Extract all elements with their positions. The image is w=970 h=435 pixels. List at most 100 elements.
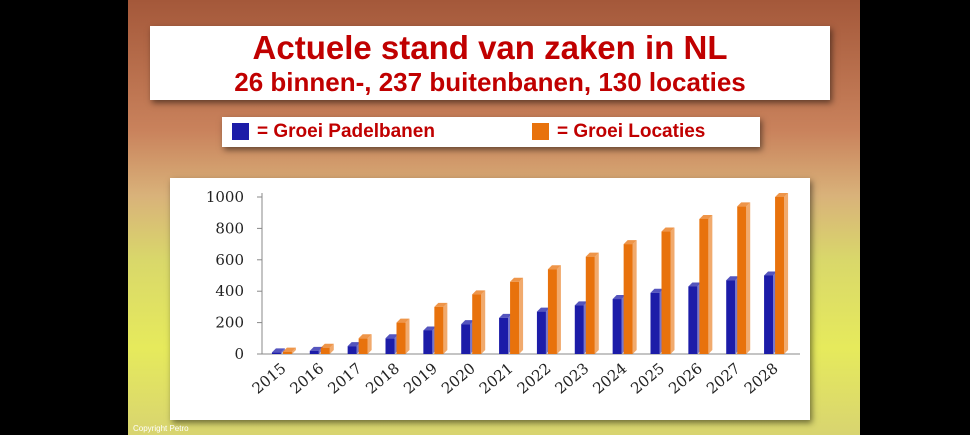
bar-side [670,227,675,354]
bar [423,330,433,354]
bar [320,347,330,354]
bar-top [699,214,713,219]
bar-group [775,193,789,354]
bar-top [737,202,751,207]
bar [472,294,482,354]
x-tick-label: 2020 [438,359,479,397]
bar [434,306,444,354]
bar-side [367,334,372,354]
bar [585,256,595,354]
chart-title: Actuele stand van zaken in NL [252,29,728,66]
legend-swatch [532,123,549,140]
bar-side [784,193,789,354]
bar [461,324,471,354]
y-tick-label: 800 [215,219,244,237]
bar-side [519,277,524,354]
bar [309,350,319,354]
bar [396,322,406,354]
y-tick-label: 0 [234,345,244,363]
bar-top [585,252,599,257]
bar-group [623,240,637,354]
bar [737,206,747,354]
x-tick-label: 2017 [324,359,365,397]
bar [764,275,774,354]
bar-top [396,318,410,323]
bar-group [434,302,448,354]
bar-top [661,227,675,232]
bar-top [385,334,399,339]
bar-side [481,290,486,354]
bar [699,218,709,354]
bar-top [775,193,789,197]
bar-top [434,302,448,307]
bar-top [423,326,437,331]
x-tick-label: 2018 [362,359,403,397]
bar-top [472,290,486,295]
legend: = Groei Padelbanen = Groei Locaties [222,117,760,147]
x-tick-label: 2022 [514,359,555,397]
bar-group [661,227,675,354]
bar-top [347,342,361,347]
bar-top [461,320,475,325]
bar-top [612,295,626,300]
bar-top [271,348,285,353]
bar [574,305,584,354]
legend-label: = Groei Padelbanen [257,121,435,142]
title-box: Actuele stand van zaken in NL 26 binnen-… [150,26,830,100]
bar [358,338,368,354]
bar-top [358,334,372,339]
bar-top [726,276,740,281]
bar-side [746,202,751,354]
bar-side [594,252,599,354]
bar-group [547,265,561,354]
bar-group [585,252,599,354]
bar-top [282,347,296,352]
bar [547,269,557,354]
y-tick-label: 600 [215,251,244,269]
bar-side [329,343,334,354]
bar-side [280,348,285,354]
bar-top [764,271,778,276]
legend-label: = Groei Locaties [557,121,706,142]
bar [612,299,622,354]
bar [282,351,292,354]
x-tick-label: 2015 [249,359,290,397]
bar [536,311,546,354]
bar-group [699,214,713,354]
bar-top [309,346,323,351]
bar-top [499,313,513,318]
bar-top [510,277,524,282]
y-tick-label: 200 [215,314,244,332]
bar [688,286,698,354]
bar [385,338,395,354]
x-tick-label: 2026 [665,359,706,397]
bar-side [291,347,296,354]
bar [661,231,671,354]
x-tick-label: 2027 [703,359,744,397]
bar-side [708,214,713,354]
bar [510,281,520,354]
bar-side [443,302,448,354]
bar-top [547,265,561,270]
bar-top [650,288,664,293]
bar [499,317,509,354]
bar-group [282,347,296,354]
bar-top [536,307,550,312]
y-tick-label: 1000 [206,188,244,206]
bar-group [737,202,751,354]
bar-side [405,318,410,354]
chart-subtitle: 26 binnen-, 237 buitenbanen, 130 locatie… [234,67,746,97]
x-tick-label: 2024 [589,359,630,397]
x-tick-label: 2025 [627,359,668,397]
bar-group [396,318,410,354]
y-tick-label: 400 [215,282,244,300]
bar-group [271,348,285,354]
bar-group [358,334,372,354]
bar-top [320,343,334,348]
bar-group [510,277,524,354]
bar [726,280,736,354]
bar-side [556,265,561,354]
bar [775,197,785,354]
